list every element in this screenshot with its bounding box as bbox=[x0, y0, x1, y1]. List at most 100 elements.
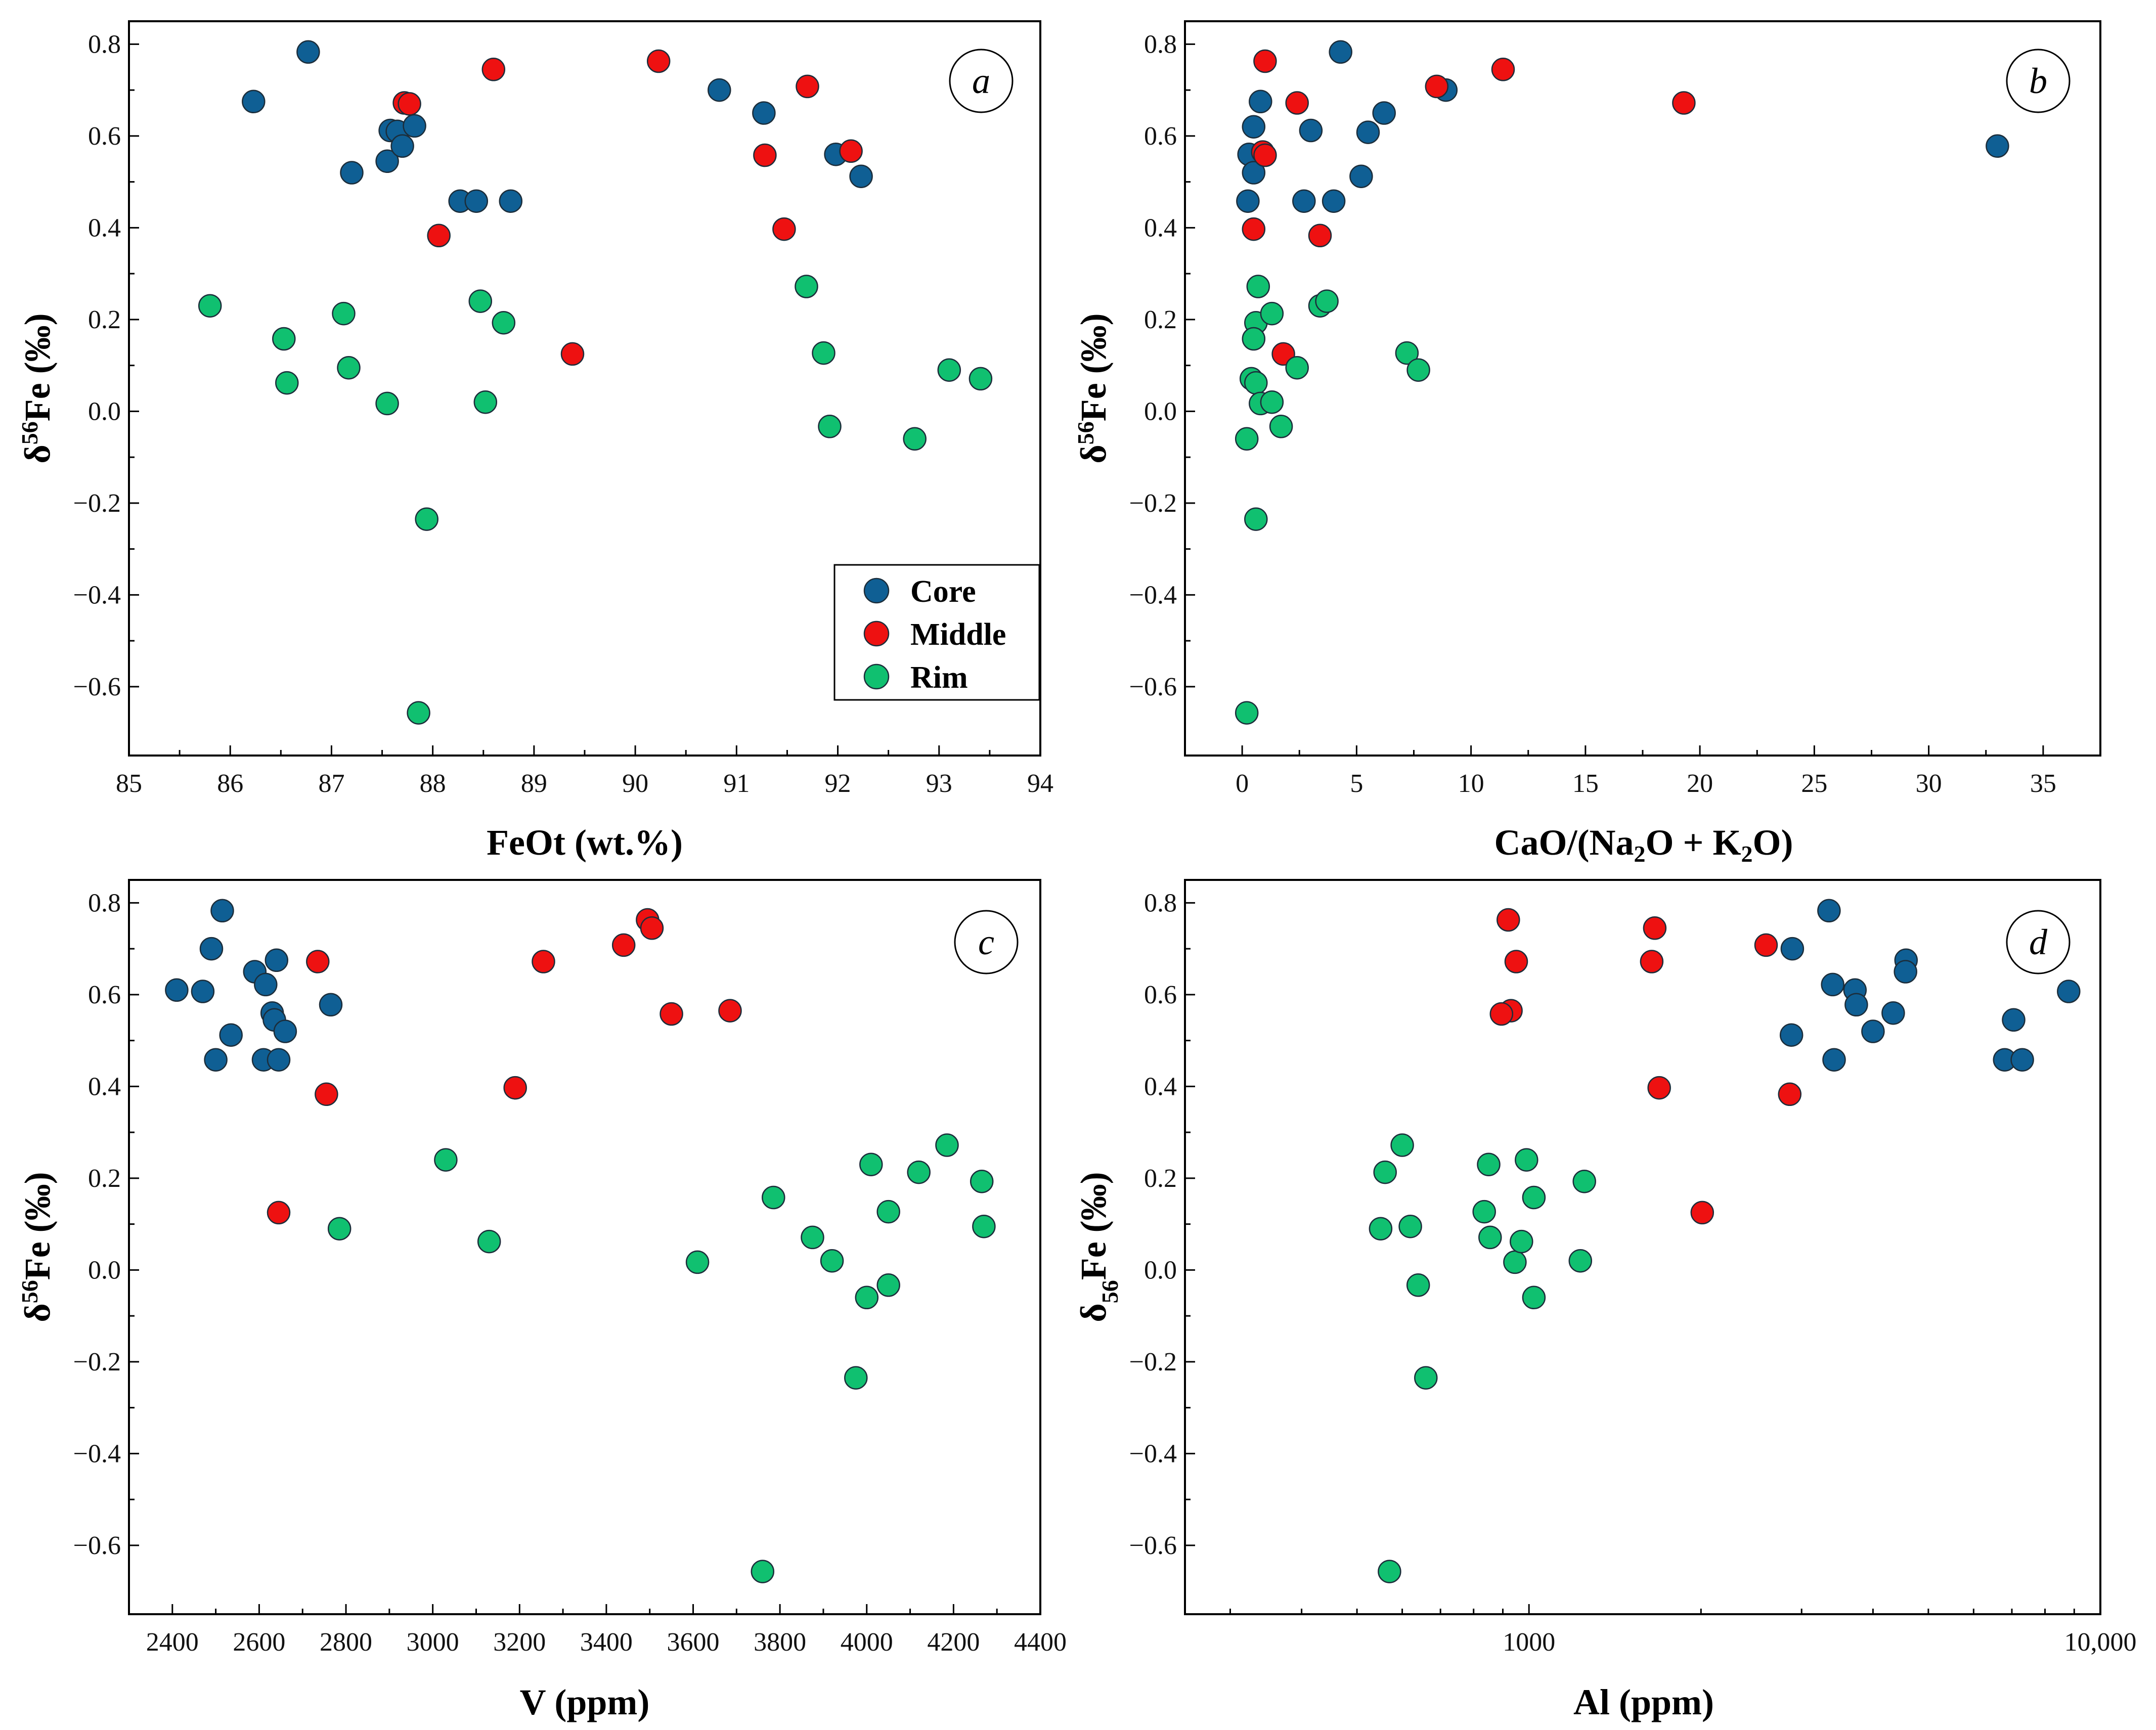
panel-letter-circle bbox=[2006, 49, 2071, 113]
data-point-core bbox=[1844, 993, 1868, 1017]
data-point-core bbox=[499, 189, 523, 213]
data-point-rim bbox=[795, 275, 818, 298]
data-point-rim bbox=[1235, 427, 1259, 451]
data-point-middle bbox=[1253, 49, 1277, 73]
data-point-core bbox=[1881, 1001, 1905, 1025]
data-points bbox=[1235, 40, 2009, 725]
data-point-core bbox=[1322, 189, 1346, 213]
data-point-core bbox=[199, 937, 224, 961]
data-point-rim bbox=[1378, 1560, 1401, 1583]
data-point-rim bbox=[972, 1214, 996, 1238]
y-axis: −0.6 −0.4 −0.2 0.0 0.2 0.4 0.6 0.8 bbox=[1129, 30, 1195, 701]
data-point-middle bbox=[503, 1076, 527, 1100]
data-point-rim bbox=[198, 294, 222, 318]
data-point-rim bbox=[434, 1148, 458, 1172]
legend-marker-core bbox=[863, 578, 890, 604]
data-point-core bbox=[254, 972, 278, 997]
data-point-core bbox=[1372, 101, 1396, 125]
legend-entry-core: Core bbox=[863, 574, 976, 609]
data-point-middle bbox=[1672, 91, 1696, 115]
data-point-middle bbox=[1640, 950, 1664, 973]
y-tick-label: 0.6 bbox=[1144, 981, 1177, 1009]
data-point-middle bbox=[306, 950, 330, 973]
data-point-middle bbox=[659, 1002, 683, 1026]
x-tick-label: 3400 bbox=[580, 1628, 633, 1657]
x-tick-label: 10 bbox=[1458, 769, 1484, 798]
y-tick-label: 0.2 bbox=[1144, 1164, 1177, 1193]
data-point-middle bbox=[718, 999, 742, 1023]
data-point-rim bbox=[876, 1273, 900, 1297]
data-points bbox=[165, 899, 996, 1583]
panel-d: −0.6 −0.4 −0.2 0.0 0.2 0.4 0.6 0.8 1000 10,000 d… bbox=[1073, 879, 2137, 1722]
data-point-core bbox=[1817, 899, 1841, 923]
data-point-rim bbox=[1244, 507, 1268, 531]
x-tick-label: 2600 bbox=[233, 1628, 285, 1657]
x-tick-label: 4200 bbox=[927, 1628, 980, 1657]
data-point-rim bbox=[477, 1229, 501, 1254]
data-point-core bbox=[1242, 161, 1266, 185]
y-tick-label: −0.6 bbox=[73, 673, 121, 701]
data-point-core bbox=[1292, 189, 1316, 213]
x-axis: 1000 10,000 bbox=[1229, 1604, 2137, 1657]
x-tick-label: 90 bbox=[622, 769, 648, 798]
data-point-core bbox=[1986, 134, 2009, 158]
y-axis-title: δ56Fe (‰) bbox=[1073, 313, 1114, 463]
x-tick-label: 10,000 bbox=[2064, 1628, 2137, 1657]
x-tick-label: 30 bbox=[1916, 769, 1942, 798]
y-tick-label: −0.6 bbox=[1129, 673, 1177, 701]
legend-label-middle: Middle bbox=[910, 617, 1006, 652]
panel-letter-circle bbox=[2006, 910, 2071, 974]
plot-frame bbox=[128, 879, 1041, 1615]
y-tick-label: −0.4 bbox=[1129, 581, 1177, 609]
y-tick-label: 0.8 bbox=[1144, 889, 1177, 917]
data-point-core bbox=[1299, 118, 1323, 143]
data-point-middle bbox=[267, 1201, 291, 1225]
data-point-core bbox=[1780, 937, 1805, 961]
data-point-middle bbox=[560, 342, 585, 366]
data-point-core bbox=[1894, 960, 1917, 984]
data-point-rim bbox=[844, 1366, 868, 1390]
data-point-rim bbox=[272, 327, 296, 351]
x-tick-label: 89 bbox=[521, 769, 547, 798]
data-point-rim bbox=[1406, 358, 1430, 382]
data-point-rim bbox=[970, 1169, 994, 1193]
x-tick-label: 0 bbox=[1236, 769, 1249, 798]
y-tick-label: −0.6 bbox=[1129, 1531, 1177, 1560]
data-point-core bbox=[1822, 1048, 1846, 1072]
x-tick-label: 92 bbox=[825, 769, 851, 798]
data-point-core bbox=[2057, 980, 2081, 1003]
x-tick-label: 2800 bbox=[320, 1628, 372, 1657]
data-point-middle bbox=[1643, 916, 1667, 940]
y-tick-label: 0.0 bbox=[1144, 1256, 1177, 1284]
data-point-middle bbox=[1690, 1201, 1714, 1225]
y-axis: −0.6 −0.4 −0.2 0.0 0.2 0.4 0.6 0.8 bbox=[73, 30, 139, 701]
y-tick-label: −0.2 bbox=[1129, 489, 1177, 518]
data-point-core bbox=[390, 134, 414, 158]
data-point-core bbox=[1349, 164, 1373, 188]
data-point-rim bbox=[1478, 1225, 1502, 1250]
data-point-middle bbox=[753, 143, 777, 167]
plot-frame bbox=[1184, 879, 2101, 1615]
data-point-rim bbox=[337, 356, 361, 380]
data-point-core bbox=[319, 993, 343, 1017]
data-point-middle bbox=[1308, 224, 1332, 248]
data-point-rim bbox=[969, 367, 993, 391]
panel-letter: c bbox=[978, 922, 994, 962]
x-tick-label: 1000 bbox=[1503, 1628, 1555, 1657]
y-tick-label: 0.6 bbox=[88, 122, 121, 151]
data-point-core bbox=[403, 114, 426, 138]
data-point-middle bbox=[1504, 950, 1528, 973]
y-tick-label: 0.2 bbox=[1144, 305, 1177, 334]
data-point-rim bbox=[1242, 327, 1266, 351]
data-point-rim bbox=[1260, 390, 1284, 414]
data-point-middle bbox=[532, 950, 555, 973]
data-point-core bbox=[2002, 1008, 2026, 1032]
data-point-rim bbox=[275, 371, 299, 395]
legend-label-core: Core bbox=[910, 574, 976, 609]
data-point-middle bbox=[1778, 1082, 1802, 1106]
data-point-middle bbox=[1242, 217, 1266, 241]
data-point-rim bbox=[935, 1133, 959, 1157]
data-point-core bbox=[242, 90, 266, 114]
y-axis: −0.6 −0.4 −0.2 0.0 0.2 0.4 0.6 0.8 bbox=[73, 889, 139, 1560]
x-axis: 0 5 10 15 20 25 30 35 bbox=[1236, 745, 2056, 798]
